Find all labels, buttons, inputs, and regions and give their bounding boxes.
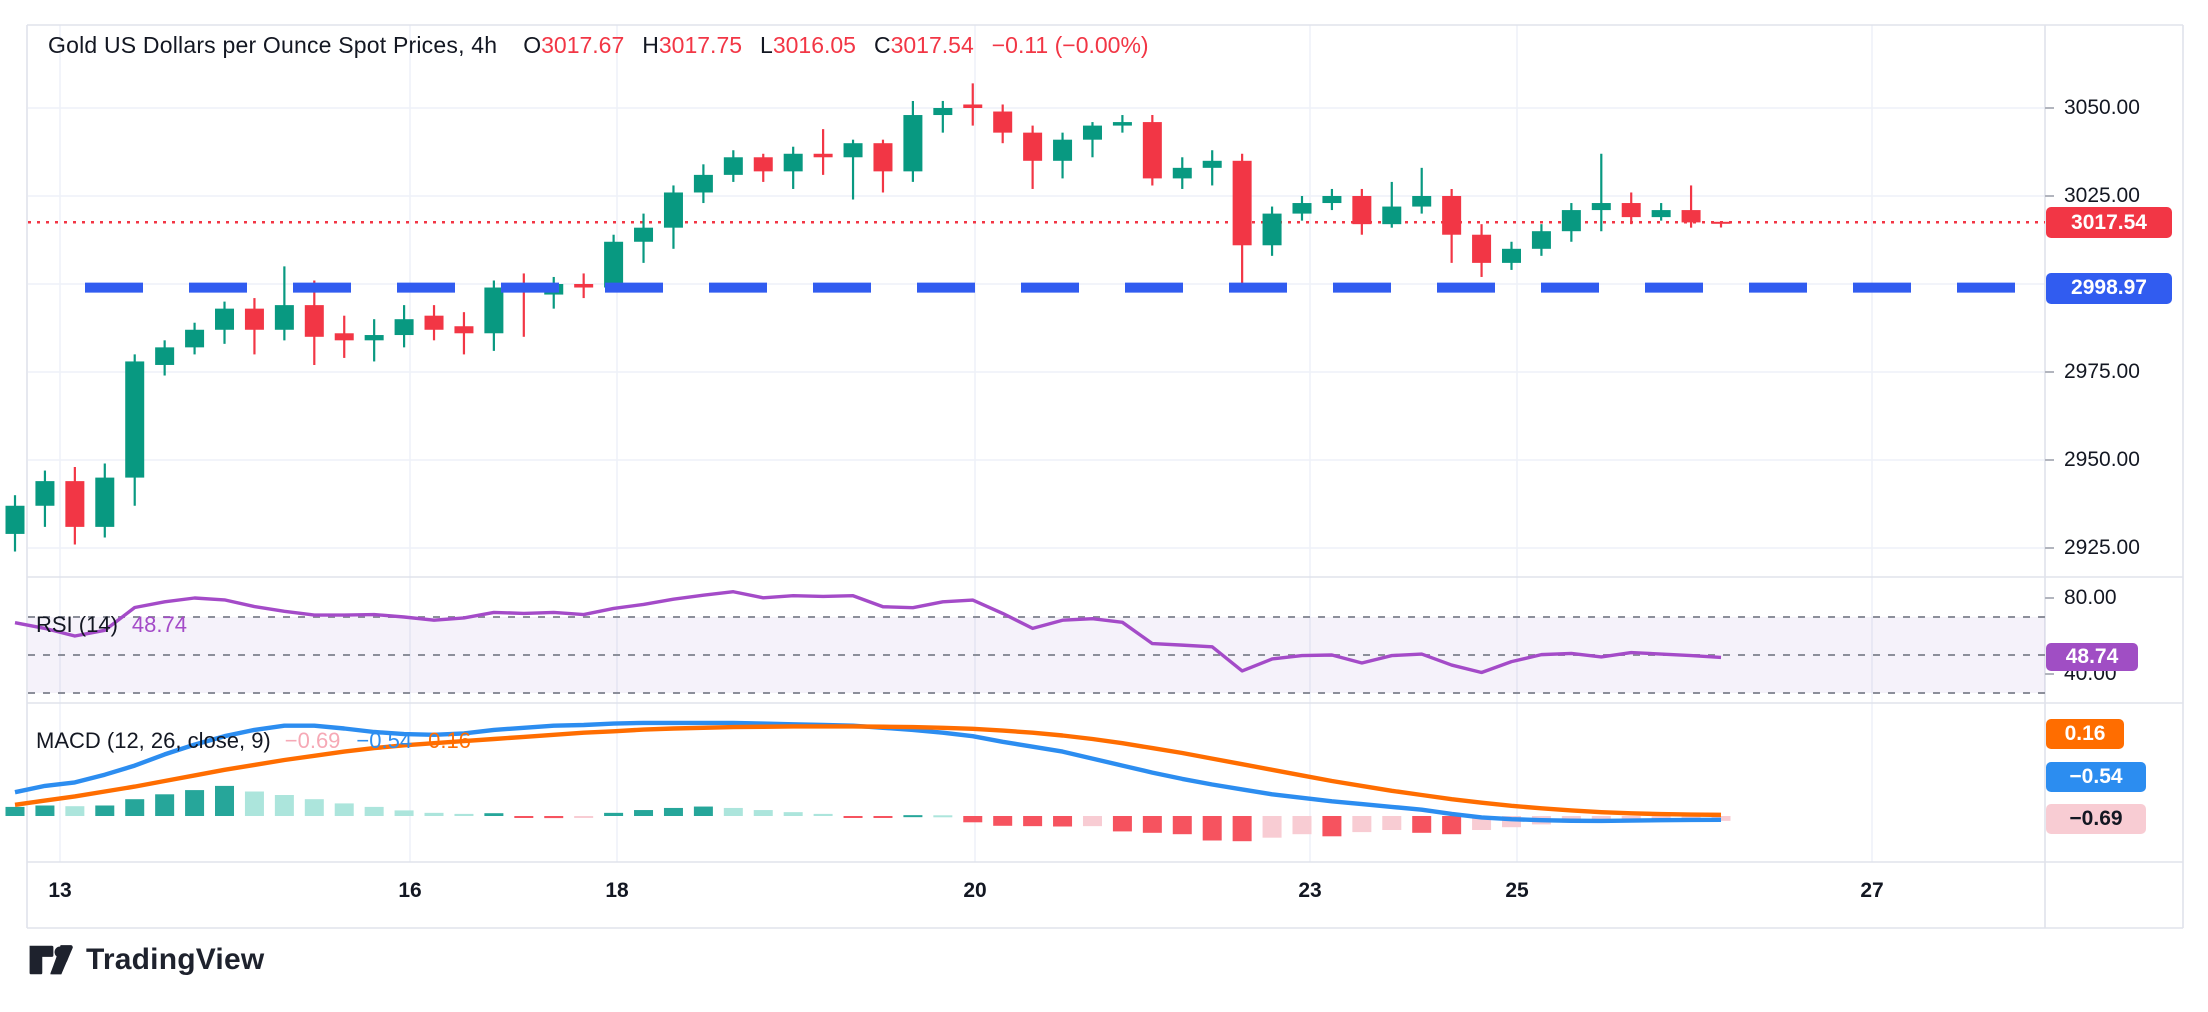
symbol-legend[interactable]: Gold US Dollars per Ounce Spot Prices, 4… (48, 30, 1149, 60)
macd-hist-badge: −0.69 (2046, 804, 2146, 834)
macd-signal-value: 0.16 (428, 728, 471, 753)
time-axis-label: 25 (1505, 879, 1529, 902)
macd-signal-line[interactable] (14, 724, 1722, 818)
rsi-axis-label: 80.00 (2064, 586, 2117, 609)
level-price-badge[interactable]: 2998.97 (2046, 272, 2172, 304)
axis-ticks (2045, 107, 2054, 675)
price-change: −0.11 (−0.00%) (991, 32, 1149, 58)
price-axis-label: 3025.00 (2064, 184, 2140, 207)
ohlc-high: H3017.75 (642, 32, 743, 58)
time-axis-label: 23 (1298, 879, 1322, 902)
rsi-value: 48.74 (131, 612, 187, 637)
rsi-label[interactable]: RSI (14) (36, 612, 118, 637)
time-axis-label: 13 (48, 879, 72, 902)
macd-line-value: −0.54 (356, 728, 413, 753)
price-axis-label: 3050.00 (2064, 96, 2140, 119)
symbol-title[interactable]: Gold US Dollars per Ounce Spot Prices, 4… (48, 32, 498, 58)
price-close-badge: 3017.54 (2046, 207, 2172, 239)
ohlc-low: L3016.05 (760, 32, 856, 58)
macd-signal-badge: 0.16 (2046, 719, 2124, 749)
time-axis-label: 16 (398, 879, 422, 902)
macd-hist-value: −0.69 (284, 728, 341, 753)
candlestick-series[interactable] (5, 83, 1731, 552)
price-axis-label: 2925.00 (2064, 536, 2140, 559)
rsi-legend[interactable]: RSI (14) 48.74 (36, 612, 203, 638)
price-axis-label: 2975.00 (2064, 360, 2140, 383)
ohlc-close: C3017.54 (873, 32, 974, 58)
macd-legend[interactable]: MACD (12, 26, close, 9) −0.69 −0.54 0.16 (36, 728, 487, 754)
tradingview-logo[interactable]: TradingView (28, 942, 264, 978)
tradingview-logo-text: TradingView (86, 943, 265, 976)
price-axis-label: 2950.00 (2064, 448, 2140, 471)
macd-histogram[interactable] (5, 785, 1731, 842)
panel-borders (26, 24, 2184, 929)
rsi-line[interactable] (14, 590, 1722, 675)
ohlc-open: O3017.67 (523, 32, 625, 58)
time-axis-label: 18 (605, 879, 629, 902)
tradingview-logo-icon (29, 945, 73, 975)
rsi-value-badge: 48.74 (2046, 643, 2138, 672)
macd-macd-badge: −0.54 (2046, 762, 2146, 792)
time-axis-label: 27 (1860, 879, 1884, 902)
time-axis-label: 20 (963, 879, 987, 902)
macd-label[interactable]: MACD (12, 26, close, 9) (36, 728, 271, 753)
gridlines (28, 25, 2045, 862)
